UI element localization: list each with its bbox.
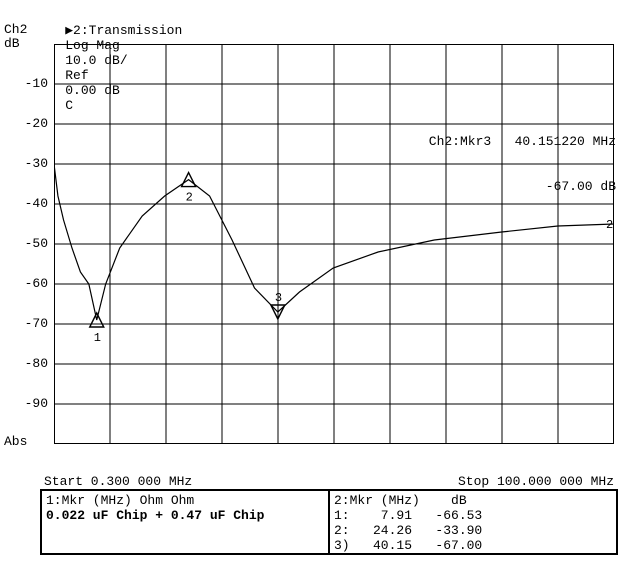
- marker-table-right: 2:Mkr (MHz) dB 1: 7.91 -66.53 2: 24.26 -…: [330, 491, 616, 553]
- y-tick-label: -80: [4, 356, 48, 371]
- start-label: Start 0.300 000 MHz: [44, 474, 192, 489]
- y-tick-label: -40: [4, 196, 48, 211]
- svg-text:2: 2: [186, 191, 193, 205]
- svg-text:1: 1: [94, 331, 101, 345]
- marker-readout-2: -67.00 dB: [429, 179, 616, 194]
- y-tick-label: -50: [4, 236, 48, 251]
- marker-readout: Ch2:Mkr3 40.151220 MHz -67.00 dB: [429, 104, 616, 224]
- svg-text:3: 3: [275, 291, 282, 305]
- analyzer-screen: Ch2 dB ▶2:Transmission Log Mag 10.0 dB/ …: [0, 0, 628, 577]
- y-tick-label: -30: [4, 156, 48, 171]
- sweep-range: Start 0.300 000 MHz Stop 100.000 000 MHz: [40, 474, 618, 489]
- y-tick-label: -10: [4, 76, 48, 91]
- y-axis-labels: -10 -20 -30 -40 -50 -60 -70 -80 -90: [4, 44, 52, 444]
- channel-label: Ch2: [4, 22, 27, 37]
- footer-panel: Start 0.300 000 MHz Stop 100.000 000 MHz…: [40, 474, 618, 562]
- left-header: 1:Mkr (MHz) Ohm Ohm: [46, 493, 324, 508]
- y-tick-label: -90: [4, 396, 48, 411]
- abs-label: Abs: [4, 434, 27, 449]
- marker-table-left: 1:Mkr (MHz) Ohm Ohm 0.022 uF Chip + 0.47…: [42, 491, 330, 553]
- marker-readout-1: Ch2:Mkr3 40.151220 MHz: [429, 134, 616, 149]
- trace-indicator: ▶2:Transmission: [65, 23, 182, 38]
- stop-label: Stop 100.000 000 MHz: [458, 474, 614, 489]
- y-tick-label: -70: [4, 316, 48, 331]
- y-tick-label: -20: [4, 116, 48, 131]
- config-text: 0.022 uF Chip + 0.47 uF Chip: [46, 508, 324, 523]
- marker-table: 1:Mkr (MHz) Ohm Ohm 0.022 uF Chip + 0.47…: [40, 489, 618, 555]
- y-tick-label: -60: [4, 276, 48, 291]
